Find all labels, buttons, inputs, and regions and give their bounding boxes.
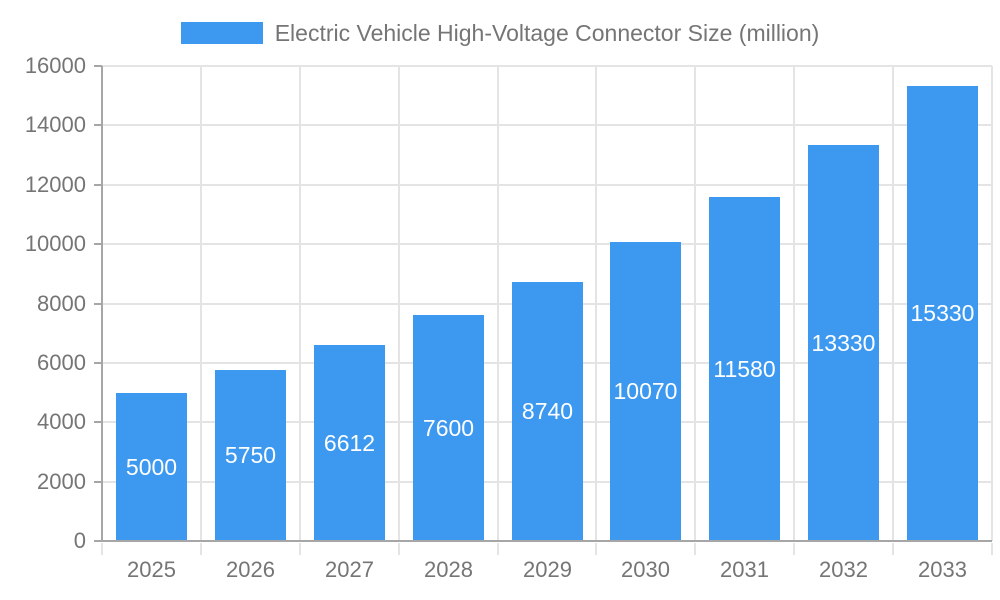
- x-tick: [398, 543, 400, 555]
- gridline-v: [595, 66, 597, 541]
- bar-value-label: 7600: [422, 414, 475, 441]
- chart-legend[interactable]: Electric Vehicle High-Voltage Connector …: [0, 20, 1000, 46]
- x-tick-label: 2033: [918, 557, 967, 582]
- x-tick: [200, 543, 202, 555]
- x-tick: [595, 543, 597, 555]
- gridline-h: [102, 243, 992, 245]
- gridline-v: [694, 66, 696, 541]
- x-tick: [991, 543, 993, 555]
- gridline-v: [299, 66, 301, 541]
- y-tick: [94, 540, 102, 542]
- y-tick-label: 14000: [24, 112, 86, 137]
- x-tick-label: 2032: [819, 557, 868, 582]
- y-axis-line: [101, 66, 103, 541]
- x-tick-label: 2028: [424, 557, 473, 582]
- bar: 11580: [709, 197, 780, 541]
- y-tick: [94, 124, 102, 126]
- gridline-v: [991, 66, 993, 541]
- x-tick-label: 2031: [720, 557, 769, 582]
- x-tick-label: 2029: [523, 557, 572, 582]
- y-tick: [94, 243, 102, 245]
- bar-value-label: 6612: [323, 429, 376, 456]
- x-tick: [694, 543, 696, 555]
- y-tick-label: 8000: [37, 291, 86, 316]
- bar: 7600: [413, 315, 484, 541]
- bar: 15330: [907, 86, 978, 541]
- bar-value-label: 5750: [224, 442, 277, 468]
- gridline-v: [793, 66, 795, 541]
- bar: 5750: [215, 370, 286, 541]
- bar-value-label: 15330: [910, 300, 975, 326]
- x-tick: [497, 543, 499, 555]
- chart-title: Electric Vehicle High-Voltage Connector …: [274, 19, 820, 46]
- x-tick: [793, 543, 795, 555]
- y-tick: [94, 362, 102, 364]
- bar-value-label: 13330: [811, 329, 876, 356]
- bar: 8740: [512, 282, 583, 541]
- bar-value-label: 11580: [713, 355, 776, 382]
- gridline-v: [892, 66, 894, 541]
- x-tick: [892, 543, 894, 555]
- gridline-h: [102, 65, 992, 67]
- gridline-v: [497, 66, 499, 541]
- y-tick-label: 10000: [24, 231, 86, 256]
- x-tick-label: 2030: [621, 557, 670, 582]
- y-tick: [94, 303, 102, 305]
- y-tick: [94, 184, 102, 186]
- y-tick-label: 4000: [37, 409, 86, 434]
- x-axis-line: [102, 540, 992, 542]
- y-tick: [94, 481, 102, 483]
- y-tick: [94, 65, 102, 67]
- y-tick: [94, 421, 102, 423]
- x-tick-label: 2027: [325, 557, 374, 582]
- bar: 5000: [116, 393, 187, 541]
- gridline-h: [102, 124, 992, 126]
- x-tick-label: 2025: [127, 557, 176, 582]
- gridline-v: [200, 66, 202, 541]
- y-tick-label: 0: [73, 528, 86, 553]
- y-tick-label: 2000: [37, 469, 86, 494]
- bar: 6612: [314, 345, 385, 541]
- gridline-h: [102, 184, 992, 186]
- y-tick-label: 16000: [24, 53, 86, 78]
- bar-value-label: 5000: [125, 453, 178, 480]
- gridline-v: [398, 66, 400, 541]
- legend-swatch: [180, 22, 263, 44]
- bar-value-label: 10070: [613, 378, 678, 404]
- bar: 13330: [808, 145, 879, 541]
- x-tick-label: 2026: [226, 557, 275, 582]
- x-tick: [299, 543, 301, 555]
- x-tick: [101, 543, 103, 555]
- bar: 10070: [610, 242, 681, 541]
- y-tick-label: 6000: [37, 350, 86, 375]
- y-tick-label: 12000: [24, 172, 86, 197]
- bar-value-label: 8740: [521, 398, 574, 424]
